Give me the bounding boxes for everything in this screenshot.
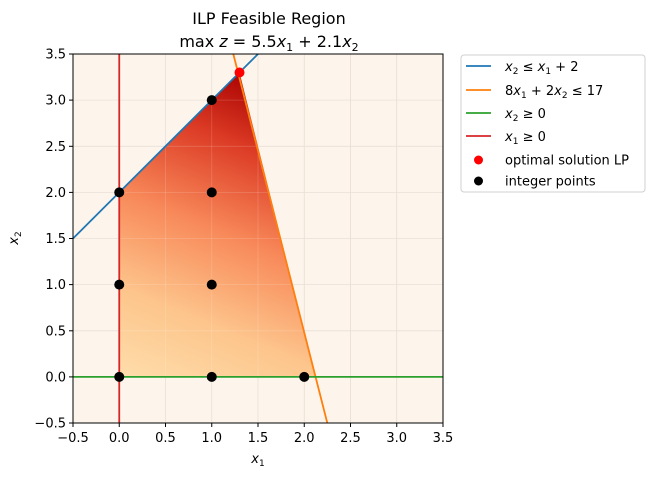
integer-points [114,95,310,382]
svg-text:0.0: 0.0 [109,431,130,446]
svg-text:3.0: 3.0 [386,431,407,446]
svg-text:8x1 + 2x2 ≤ 17: 8x1 + 2x2 ≤ 17 [505,84,603,101]
svg-text:1.0: 1.0 [201,431,222,446]
svg-text:−0.5: −0.5 [57,431,89,446]
constraint-line-blue [73,54,259,240]
legend-item-integer: integer points [474,175,596,190]
y-tick-labels: −0.5 0.0 0.5 1.0 1.5 2.0 2.5 3.0 3.5 [34,48,66,432]
x-ticks [72,423,444,427]
svg-text:1.5: 1.5 [248,431,269,446]
svg-text:0.5: 0.5 [155,431,176,446]
svg-text:3.5: 3.5 [45,48,66,63]
svg-text:2.0: 2.0 [45,186,66,201]
svg-text:3.5: 3.5 [433,431,454,446]
svg-text:x2 ≤ x1 + 2: x2 ≤ x1 + 2 [504,60,578,77]
svg-text:0.5: 0.5 [45,324,66,339]
svg-text:x2 ≥ 0: x2 ≥ 0 [504,107,546,124]
svg-text:2.5: 2.5 [45,140,66,155]
legend-item-orange: 8x1 + 2x2 ≤ 17 [466,84,603,101]
dot-swatch-icon [474,176,483,186]
svg-text:2.0: 2.0 [294,431,315,446]
feasible-region [119,72,316,377]
svg-text:3.0: 3.0 [45,94,66,109]
svg-text:1.5: 1.5 [45,232,66,247]
x-axis-label: x1 [250,452,264,469]
legend-item-green: x2 ≥ 0 [466,107,546,124]
chart-title: ILP Feasible Region [192,9,345,28]
legend-item-blue: x2 ≤ x1 + 2 [466,60,578,77]
y-ticks [69,53,73,424]
svg-text:0.0: 0.0 [45,370,66,385]
legend: x2 ≤ x1 + 2 8x1 + 2x2 ≤ 17 x2 ≥ 0 x1 ≥ 0… [460,54,646,193]
svg-text:2.5: 2.5 [340,431,361,446]
optimal-point [234,67,245,78]
x-tick-labels: −0.5 0.0 0.5 1.0 1.5 2.0 2.5 3.0 3.5 [57,431,453,446]
legend-item-red: x1 ≥ 0 [466,130,546,147]
svg-text:−0.5: −0.5 [34,417,66,432]
legend-box [460,54,646,193]
svg-text:integer points: integer points [505,175,596,190]
svg-text:optimal solution LP: optimal solution LP [505,154,629,169]
svg-text:1.0: 1.0 [45,278,66,293]
legend-item-optimal: optimal solution LP [474,154,629,169]
chart-subtitle: max z = 5.5x1 + 2.1x2 [179,32,358,54]
constraint-line-orange [232,54,329,423]
y-axis-label: x2 [7,231,24,245]
dot-swatch-icon [474,155,483,165]
svg-text:x1 ≥ 0: x1 ≥ 0 [504,130,546,147]
